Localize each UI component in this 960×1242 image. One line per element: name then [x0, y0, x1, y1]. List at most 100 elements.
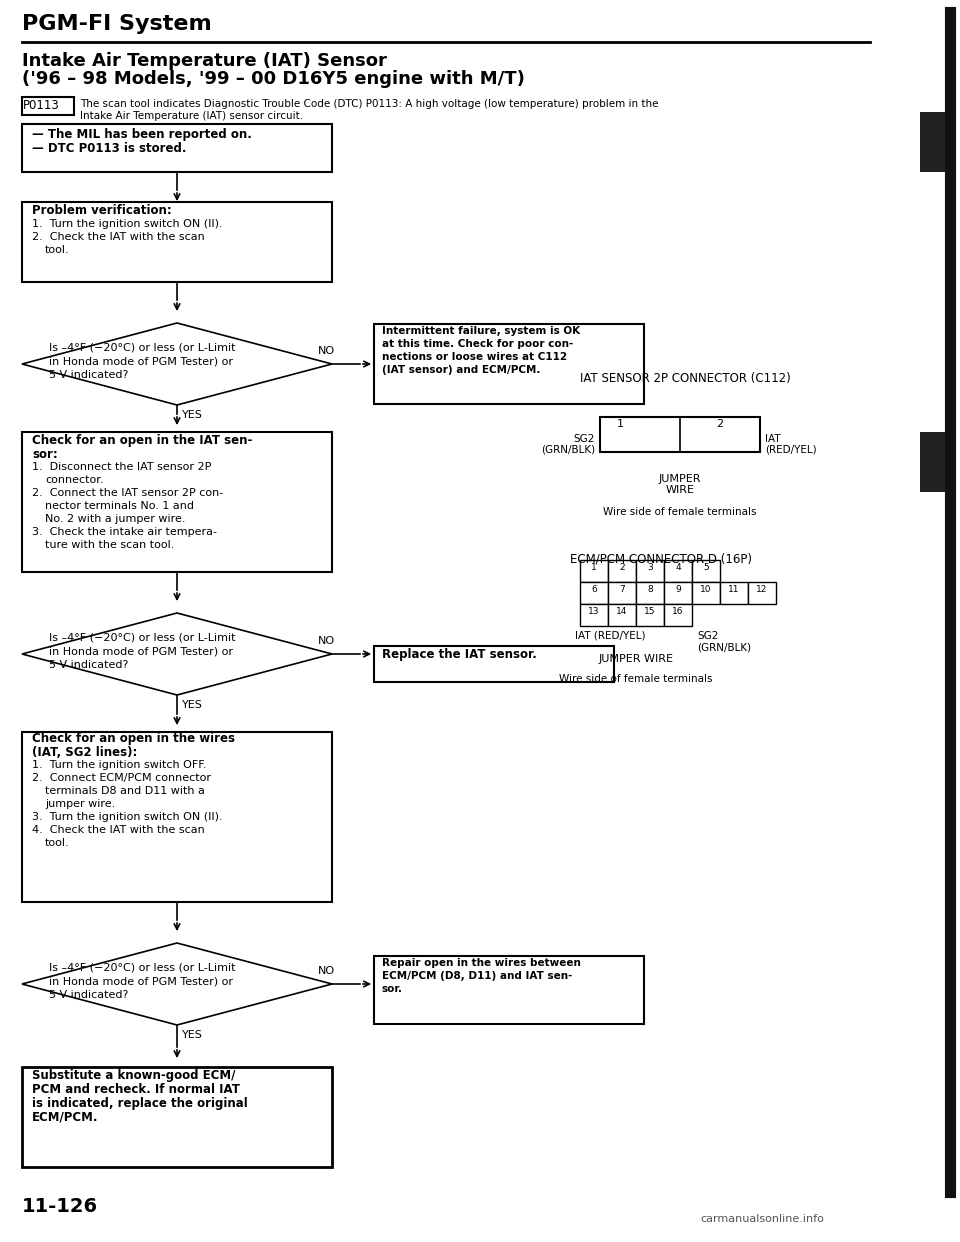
Text: nector terminals No. 1 and: nector terminals No. 1 and	[45, 501, 194, 510]
Bar	[22, 732, 332, 902]
Bar	[608, 604, 636, 626]
Text: — DTC P0113 is stored.: — DTC P0113 is stored.	[32, 142, 186, 155]
Text: ('96 – 98 Models, '99 – 00 D16Y5 engine with M/T): ('96 – 98 Models, '99 – 00 D16Y5 engine …	[22, 70, 525, 88]
Text: in Honda mode of PGM Tester) or: in Honda mode of PGM Tester) or	[49, 976, 233, 986]
Text: ECM/PCM CONNECTOR D (16P): ECM/PCM CONNECTOR D (16P)	[570, 551, 752, 565]
Text: IAT: IAT	[765, 433, 780, 443]
Text: 3.  Check the intake air tempera-: 3. Check the intake air tempera-	[32, 527, 217, 537]
Text: IAT (RED/YEL): IAT (RED/YEL)	[575, 631, 645, 641]
Text: PGM-FI System: PGM-FI System	[22, 14, 212, 34]
Text: 3.  Turn the ignition switch ON (II).: 3. Turn the ignition switch ON (II).	[32, 812, 223, 822]
Bar	[22, 97, 74, 116]
Text: Check for an open in the IAT sen-: Check for an open in the IAT sen-	[32, 433, 252, 447]
Bar	[636, 582, 664, 604]
Bar	[580, 582, 608, 604]
Bar	[580, 604, 608, 626]
Text: at this time. Check for poor con-: at this time. Check for poor con-	[382, 339, 573, 349]
Bar	[374, 646, 614, 682]
Text: 3: 3	[647, 563, 653, 573]
Bar	[920, 432, 945, 492]
Text: (RED/YEL): (RED/YEL)	[765, 445, 817, 455]
Bar	[748, 582, 776, 604]
Text: Substitute a known-good ECM/: Substitute a known-good ECM/	[32, 1069, 235, 1082]
Text: No. 2 with a jumper wire.: No. 2 with a jumper wire.	[45, 514, 185, 524]
Text: 8: 8	[647, 585, 653, 594]
Polygon shape	[22, 323, 332, 405]
Bar	[636, 560, 664, 582]
Text: 14: 14	[616, 607, 628, 616]
Text: nections or loose wires at C112: nections or loose wires at C112	[382, 351, 567, 361]
Bar	[692, 560, 720, 582]
Text: The scan tool indicates Diagnostic Trouble Code (DTC) P0113: A high voltage (low: The scan tool indicates Diagnostic Troub…	[80, 99, 659, 120]
Bar	[580, 560, 608, 582]
Text: Replace the IAT sensor.: Replace the IAT sensor.	[382, 648, 537, 661]
Bar	[600, 417, 760, 452]
Text: 2.  Check the IAT with the scan: 2. Check the IAT with the scan	[32, 232, 204, 242]
Text: 4: 4	[675, 563, 681, 573]
Text: 9: 9	[675, 585, 681, 594]
Text: 2: 2	[619, 563, 625, 573]
Text: (GRN/BLK): (GRN/BLK)	[540, 445, 595, 455]
Bar	[664, 604, 692, 626]
Text: terminals D8 and D11 with a: terminals D8 and D11 with a	[45, 786, 204, 796]
Text: 1.  Disconnect the IAT sensor 2P: 1. Disconnect the IAT sensor 2P	[32, 462, 211, 472]
Text: YES: YES	[182, 410, 203, 420]
Polygon shape	[22, 614, 332, 696]
Text: NO: NO	[318, 636, 335, 646]
Text: Intermittent failure, system is OK: Intermittent failure, system is OK	[382, 325, 580, 337]
Text: ECM/PCM.: ECM/PCM.	[32, 1112, 99, 1124]
Text: — The MIL has been reported on.: — The MIL has been reported on.	[32, 128, 252, 142]
Text: 12: 12	[756, 585, 768, 594]
Bar	[374, 956, 644, 1023]
Text: 2.  Connect the IAT sensor 2P con-: 2. Connect the IAT sensor 2P con-	[32, 488, 224, 498]
Text: 5: 5	[703, 563, 708, 573]
Text: P0113: P0113	[23, 99, 60, 112]
Text: YES: YES	[182, 700, 203, 710]
Text: Problem verification:: Problem verification:	[32, 204, 172, 217]
Text: 1: 1	[616, 419, 623, 428]
Text: 16: 16	[672, 607, 684, 616]
Text: carmanualsonline.info: carmanualsonline.info	[700, 1213, 824, 1225]
Text: 13: 13	[588, 607, 600, 616]
Text: in Honda mode of PGM Tester) or: in Honda mode of PGM Tester) or	[49, 646, 233, 656]
Bar	[664, 582, 692, 604]
Text: tool.: tool.	[45, 838, 70, 848]
Bar	[636, 604, 664, 626]
Text: 2: 2	[716, 419, 724, 428]
Text: Wire side of female terminals: Wire side of female terminals	[560, 674, 712, 684]
Text: NO: NO	[318, 347, 335, 356]
Bar	[374, 324, 644, 404]
Bar	[664, 560, 692, 582]
Bar	[720, 582, 748, 604]
Text: 5 V indicated?: 5 V indicated?	[49, 660, 129, 669]
Text: SG2: SG2	[697, 631, 718, 641]
Text: ture with the scan tool.: ture with the scan tool.	[45, 540, 175, 550]
Bar	[22, 202, 332, 282]
Text: Wire side of female terminals: Wire side of female terminals	[603, 507, 756, 517]
Text: Is –4°F (−20°C) or less (or L-Limit: Is –4°F (−20°C) or less (or L-Limit	[49, 963, 235, 972]
Text: 5 V indicated?: 5 V indicated?	[49, 370, 129, 380]
Text: JUMPER WIRE: JUMPER WIRE	[598, 655, 674, 664]
Text: SG2: SG2	[574, 433, 595, 443]
Bar	[692, 582, 720, 604]
Text: Check for an open in the wires: Check for an open in the wires	[32, 732, 235, 745]
Text: 7: 7	[619, 585, 625, 594]
Text: Is –4°F (−20°C) or less (or L-Limit: Is –4°F (−20°C) or less (or L-Limit	[49, 632, 235, 642]
Text: (IAT sensor) and ECM/PCM.: (IAT sensor) and ECM/PCM.	[382, 365, 540, 375]
Bar	[22, 432, 332, 573]
Text: JUMPER: JUMPER	[659, 474, 701, 484]
Text: 1: 1	[591, 563, 597, 573]
Polygon shape	[22, 943, 332, 1025]
Text: 2.  Connect ECM/PCM connector: 2. Connect ECM/PCM connector	[32, 773, 211, 782]
Bar	[22, 124, 332, 171]
Text: sor:: sor:	[32, 448, 58, 461]
Text: (GRN/BLK): (GRN/BLK)	[697, 642, 751, 652]
Text: ECM/PCM (D8, D11) and IAT sen-: ECM/PCM (D8, D11) and IAT sen-	[382, 971, 572, 981]
Text: 11: 11	[729, 585, 740, 594]
Text: 10: 10	[700, 585, 711, 594]
Text: 4.  Check the IAT with the scan: 4. Check the IAT with the scan	[32, 825, 204, 835]
Text: connector.: connector.	[45, 474, 104, 484]
Text: 15: 15	[644, 607, 656, 616]
Text: Repair open in the wires between: Repair open in the wires between	[382, 958, 581, 968]
Text: (IAT, SG2 lines):: (IAT, SG2 lines):	[32, 746, 137, 759]
